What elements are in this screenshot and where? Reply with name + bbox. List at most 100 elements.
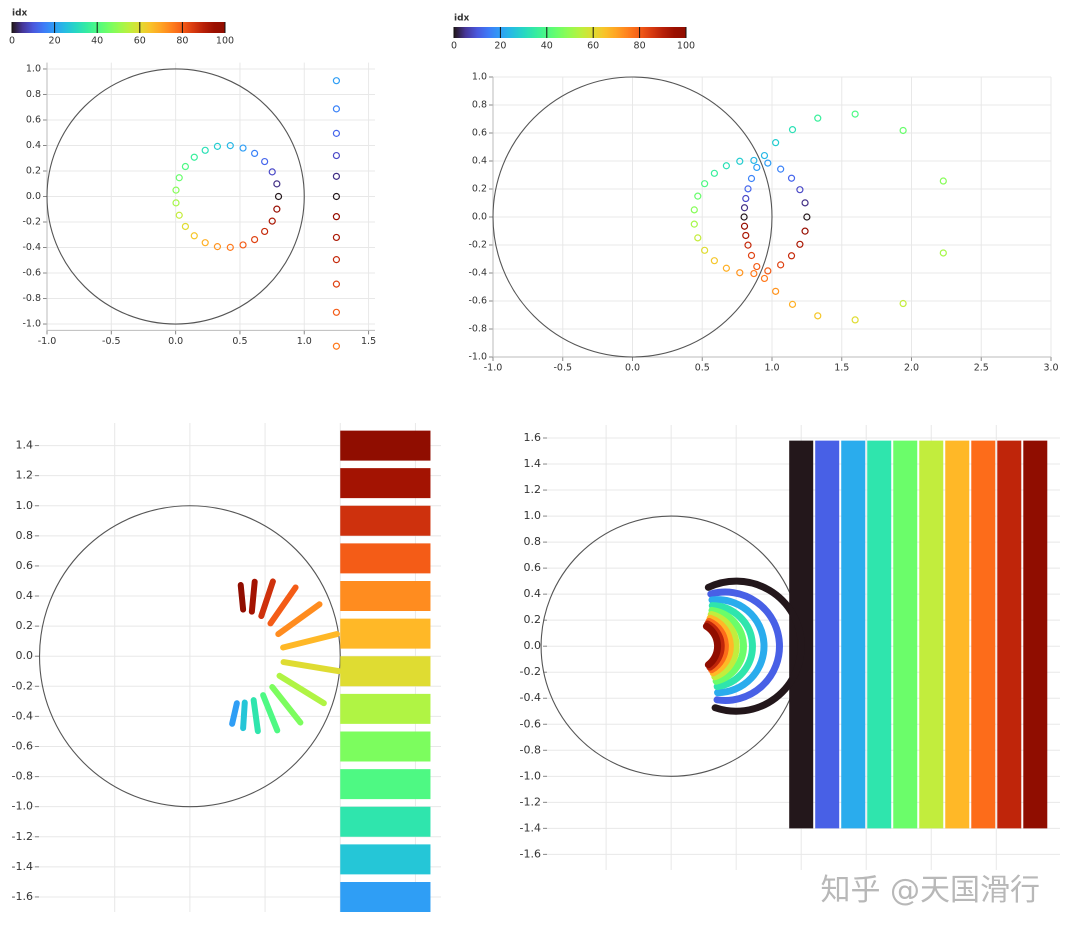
y-tick-label: -0.4 xyxy=(468,268,487,279)
y-tick-label: -1.4 xyxy=(520,821,541,834)
point xyxy=(814,312,822,320)
point xyxy=(332,213,341,221)
y-tick-label: 0.0 xyxy=(16,649,34,662)
y-tick-label: 0.8 xyxy=(472,100,487,111)
point xyxy=(796,186,804,194)
y-tick-label: -0.2 xyxy=(520,665,541,678)
point xyxy=(332,342,341,350)
point xyxy=(760,151,769,160)
y-tick-label: 0.2 xyxy=(26,165,41,176)
point xyxy=(251,236,259,244)
point xyxy=(753,262,761,271)
image-row xyxy=(229,700,240,727)
point xyxy=(764,159,772,167)
point xyxy=(190,232,198,240)
y-tick-label: -0.6 xyxy=(12,739,33,752)
point xyxy=(273,205,281,213)
colorbar xyxy=(454,27,686,38)
y-tick-label: -1.0 xyxy=(468,352,487,363)
image-row xyxy=(240,699,248,732)
point xyxy=(736,157,744,165)
image-row xyxy=(280,659,342,675)
point xyxy=(701,246,709,254)
colorbar-tick-label: 0 xyxy=(451,41,457,52)
y-tick-label: 1.0 xyxy=(524,509,542,522)
colorbar-tick-label: 20 xyxy=(49,36,61,47)
y-tick-label: -1.2 xyxy=(12,830,33,843)
y-tick-label: -0.6 xyxy=(22,268,41,279)
x-tick-label: 2.5 xyxy=(974,363,989,374)
point xyxy=(814,114,822,122)
colorbar-title: idx xyxy=(12,9,28,19)
point xyxy=(201,146,209,154)
image-column xyxy=(706,614,734,677)
point xyxy=(750,156,758,165)
y-tick-label: -1.2 xyxy=(520,795,541,808)
y-tick-label: 0.8 xyxy=(16,529,34,542)
point xyxy=(740,213,748,221)
colorbar-tick-label: 40 xyxy=(541,41,553,52)
x-tick-label: 3.0 xyxy=(1043,363,1058,374)
point xyxy=(268,217,276,225)
x-tick-label: 0.0 xyxy=(625,363,640,374)
point xyxy=(801,199,809,207)
y-tick-label: 0.4 xyxy=(524,587,542,600)
colorbar-tick-label: 100 xyxy=(216,36,234,47)
colorbar-tick-label: 40 xyxy=(91,36,103,47)
y-tick-label: -0.4 xyxy=(22,242,41,253)
point xyxy=(175,174,183,182)
point xyxy=(740,204,749,212)
point xyxy=(788,300,797,308)
point xyxy=(332,256,341,264)
y-tick-label: 0.0 xyxy=(26,191,41,202)
x-tick-label: 1.5 xyxy=(834,363,849,374)
point xyxy=(740,222,749,230)
point xyxy=(226,243,234,251)
y-tick-label: -0.6 xyxy=(468,296,487,307)
colorbar-tick-label: 20 xyxy=(494,41,506,52)
x-tick-label: -0.5 xyxy=(553,363,572,374)
y-tick-label: -1.0 xyxy=(520,769,541,782)
y-tick-label: 1.2 xyxy=(16,469,34,482)
y-tick-label: 0.6 xyxy=(26,114,41,125)
point xyxy=(777,261,785,269)
colorbar-tick-label: 0 xyxy=(9,36,15,47)
point xyxy=(772,139,780,147)
point xyxy=(899,126,907,135)
y-tick-label: 0.6 xyxy=(472,128,487,139)
point xyxy=(332,151,341,160)
point xyxy=(261,157,269,166)
image-row xyxy=(267,584,299,627)
y-tick-label: -0.8 xyxy=(468,324,487,335)
point xyxy=(764,267,772,275)
image-row xyxy=(237,582,247,613)
y-tick-label: -1.0 xyxy=(22,319,41,330)
y-tick-label: 1.0 xyxy=(16,499,34,512)
image-row xyxy=(275,601,323,638)
y-tick-label: 0.2 xyxy=(472,184,487,195)
y-tick-label: -0.6 xyxy=(520,717,541,730)
reference-circle xyxy=(46,68,305,325)
y-tick-label: -1.0 xyxy=(12,800,33,813)
point xyxy=(201,239,209,247)
y-tick-label: 0.6 xyxy=(16,559,34,572)
point xyxy=(332,192,341,201)
point xyxy=(788,126,797,134)
point xyxy=(772,287,780,295)
point xyxy=(332,172,341,180)
x-tick-label: 0.0 xyxy=(168,336,183,347)
y-tick-label: -0.2 xyxy=(22,217,41,228)
y-tick-label: 0.2 xyxy=(16,619,34,632)
point xyxy=(690,220,698,228)
x-tick-label: 0.5 xyxy=(695,363,710,374)
point xyxy=(747,174,756,183)
point xyxy=(803,213,811,221)
point xyxy=(747,251,756,260)
point xyxy=(796,240,804,248)
y-tick-label: -1.4 xyxy=(12,860,33,873)
x-tick-label: 1.0 xyxy=(297,336,312,347)
point xyxy=(787,252,796,260)
point xyxy=(801,227,809,235)
y-tick-label: 1.4 xyxy=(524,457,542,470)
